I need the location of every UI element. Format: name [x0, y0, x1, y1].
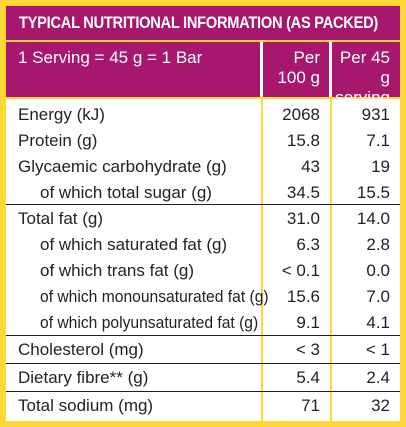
per-serving-value: 0.0 [366, 261, 390, 280]
per-100g-value: 15.6 [286, 287, 320, 306]
table-title: TYPICAL NUTRITIONAL INFORMATION (AS PACK… [6, 6, 400, 40]
per-100g-value: 31.0 [286, 209, 320, 228]
header-divider [260, 42, 263, 97]
table-row: Dietary fibre** (g) 5.4 2.4 [6, 365, 400, 391]
row-label: Dietary fibre** (g) [18, 368, 149, 387]
row-separator [6, 204, 400, 205]
table-row: Protein (g) 15.8 7.1 [6, 128, 400, 154]
per-serving-value: 14.0 [356, 209, 390, 228]
per-serving-value: 19 [371, 157, 390, 176]
header-divider [329, 42, 332, 97]
per-100g-value: 5.4 [296, 368, 320, 387]
per-serving-value: 32 [371, 396, 390, 415]
table-row: of which trans fat (g) < 0.1 0.0 [6, 258, 400, 284]
serving-size-label: 1 Serving = 45 g = 1 Bar [6, 42, 260, 97]
per-serving-value: 7.0 [366, 287, 390, 306]
table-body: Energy (kJ) 2068 931 Protein (g) 15.8 7.… [6, 99, 400, 421]
row-label: of which polyunsaturated fat (g) [40, 313, 259, 332]
row-label: of which monounsaturated fat (g) [40, 287, 269, 306]
per-serving-value: 7.1 [366, 131, 390, 150]
per-100g-value: 15.8 [286, 131, 320, 150]
table-title-text: TYPICAL NUTRITIONAL INFORMATION (AS PACK… [19, 13, 379, 32]
table-row: of which monounsaturated fat (g) 15.6 7.… [6, 284, 400, 310]
row-label: Protein (g) [18, 131, 98, 150]
per-100g-value: 71 [301, 396, 320, 415]
column-divider [261, 99, 263, 421]
row-separator [6, 363, 400, 364]
serving-size-text: 1 Serving = 45 g = 1 Bar [18, 48, 203, 67]
table-row: of which saturated fat (g) 6.3 2.8 [6, 232, 400, 258]
column-divider [330, 99, 332, 421]
per-serving-value: < 1 [365, 340, 390, 359]
per-serving-value: 2.4 [366, 368, 390, 387]
per-serving-header: Per 45 g serving [332, 42, 400, 107]
row-label: Glycaemic carbohydrate (g) [18, 157, 227, 176]
per-serving-value: 931 [361, 105, 390, 124]
row-label: of which trans fat (g) [40, 261, 195, 280]
per-100g-header: Per 100 g [263, 42, 329, 97]
row-separator [6, 335, 400, 336]
per-serving-value: 15.5 [356, 183, 390, 202]
table-row: Cholesterol (mg) < 3 < 1 [6, 337, 400, 363]
row-label: Energy (kJ) [18, 105, 105, 124]
table-row: Glycaemic carbohydrate (g) 43 19 [6, 154, 400, 180]
per-100g-value: 34.5 [286, 183, 320, 202]
per-serving-value: 2.8 [366, 235, 390, 254]
table-row: of which polyunsaturated fat (g) 9.1 4.1 [6, 310, 400, 336]
per-serving-header-line1: Per 45 g [339, 48, 390, 87]
table-row: Energy (kJ) 2068 931 [6, 102, 400, 128]
per-serving-value: 4.1 [366, 313, 390, 332]
table-row: Total sodium (mg) 71 32 [6, 393, 400, 419]
row-label: of which total sugar (g) [40, 183, 212, 202]
row-label: of which saturated fat (g) [40, 235, 228, 254]
per-100g-value: 43 [301, 157, 320, 176]
per-100g-header-line2: 100 g [277, 68, 320, 87]
table-row: of which total sugar (g) 34.5 15.5 [6, 180, 400, 206]
row-label: Total fat (g) [18, 209, 104, 228]
per-100g-header-line1: Per [293, 48, 320, 67]
per-100g-value: 2068 [282, 105, 320, 124]
row-label: Total sodium (mg) [18, 396, 154, 415]
row-label: Cholesterol (mg) [18, 340, 144, 359]
row-separator [6, 391, 400, 392]
per-100g-value: < 3 [295, 340, 320, 359]
per-100g-value: < 0.1 [281, 261, 320, 280]
per-100g-value: 6.3 [296, 235, 320, 254]
per-100g-value: 9.1 [296, 313, 320, 332]
table-row: Total fat (g) 31.0 14.0 [6, 206, 400, 232]
table-header: 1 Serving = 45 g = 1 Bar Per 100 g Per 4… [6, 42, 400, 107]
